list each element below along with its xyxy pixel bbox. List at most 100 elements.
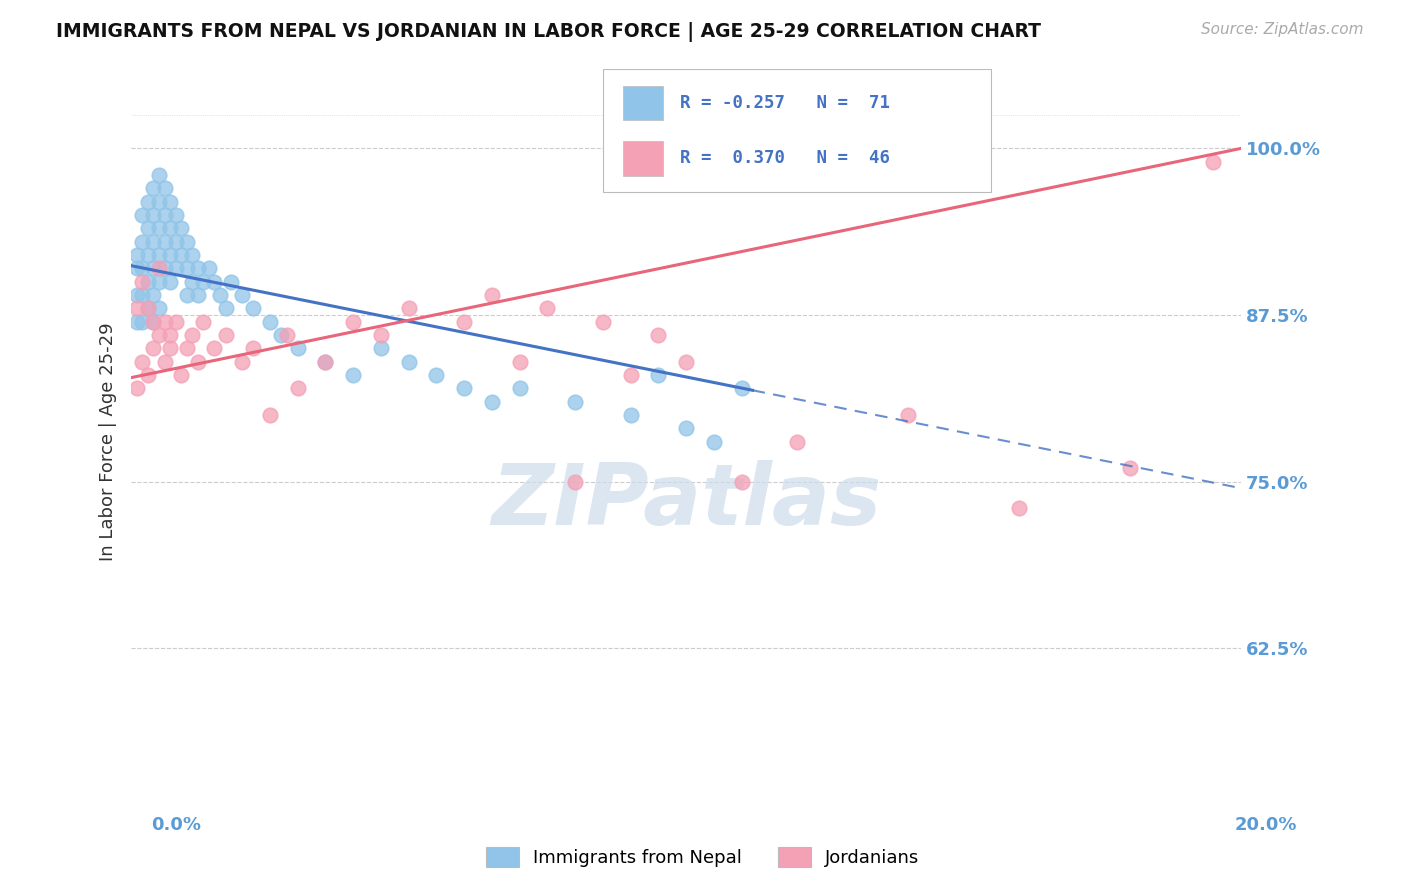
Point [165,208,187,222]
Point [181,248,204,262]
Point [398,301,420,316]
Point [453,315,475,329]
Point [136,275,159,289]
FancyBboxPatch shape [623,86,662,120]
Point [1008,501,1031,516]
FancyBboxPatch shape [623,141,662,176]
Point [176,261,198,276]
Point [125,248,148,262]
Point [131,275,153,289]
Point [142,341,165,355]
Point [214,301,236,316]
Point [187,354,209,368]
Point [142,315,165,329]
Point [1202,154,1225,169]
Point [148,194,170,209]
Point [136,221,159,235]
Point [142,235,165,249]
Point [193,275,215,289]
Point [287,341,309,355]
Point [148,301,170,316]
Text: 0.0%: 0.0% [150,816,201,834]
Point [131,208,153,222]
Point [242,301,264,316]
Text: R = -0.257   N =  71: R = -0.257 N = 71 [681,94,890,112]
Point [142,181,165,195]
Point [398,354,420,368]
Point [131,288,153,302]
Point [153,354,176,368]
Point [131,261,153,276]
Point [142,261,165,276]
Point [786,434,808,449]
Point [453,381,475,395]
Point [675,354,697,368]
Point [125,381,148,395]
Point [242,341,264,355]
Point [142,315,165,329]
Point [159,248,181,262]
Point [187,288,209,302]
Point [131,354,153,368]
Point [136,301,159,316]
Point [148,275,170,289]
Point [208,288,231,302]
Point [165,315,187,329]
Point [159,275,181,289]
Point [219,275,242,289]
Point [142,208,165,222]
Point [730,475,752,489]
Point [276,328,298,343]
Text: ZIPatlas: ZIPatlas [491,459,882,542]
Point [148,261,170,276]
Point [136,301,159,316]
FancyBboxPatch shape [603,69,991,192]
Point [214,328,236,343]
Point [153,315,176,329]
Point [1119,461,1142,475]
Point [125,315,148,329]
Point [370,341,392,355]
Point [148,221,170,235]
Point [193,315,215,329]
Point [148,328,170,343]
Point [509,354,531,368]
Point [153,261,176,276]
Point [259,315,281,329]
Point [176,235,198,249]
Point [259,408,281,422]
Point [703,434,725,449]
Point [509,381,531,395]
Point [153,235,176,249]
Point [181,328,204,343]
Point [176,288,198,302]
Point [136,194,159,209]
Point [187,261,209,276]
Point [170,248,193,262]
Point [897,408,920,422]
Point [314,354,336,368]
Point [176,341,198,355]
Y-axis label: In Labor Force | Age 25-29: In Labor Force | Age 25-29 [100,322,117,561]
Point [619,408,641,422]
Text: R =  0.370   N =  46: R = 0.370 N = 46 [681,149,890,168]
Point [170,221,193,235]
Point [647,368,669,382]
Point [204,341,226,355]
Point [314,354,336,368]
Text: Source: ZipAtlas.com: Source: ZipAtlas.com [1201,22,1364,37]
Point [153,208,176,222]
Point [536,301,558,316]
Point [125,288,148,302]
Point [165,261,187,276]
Point [159,221,181,235]
Point [564,475,586,489]
Point [270,328,292,343]
Point [342,315,364,329]
Point [231,354,253,368]
Point [481,288,503,302]
Point [170,368,193,382]
Text: 20.0%: 20.0% [1234,816,1296,834]
Point [159,328,181,343]
Point [142,288,165,302]
